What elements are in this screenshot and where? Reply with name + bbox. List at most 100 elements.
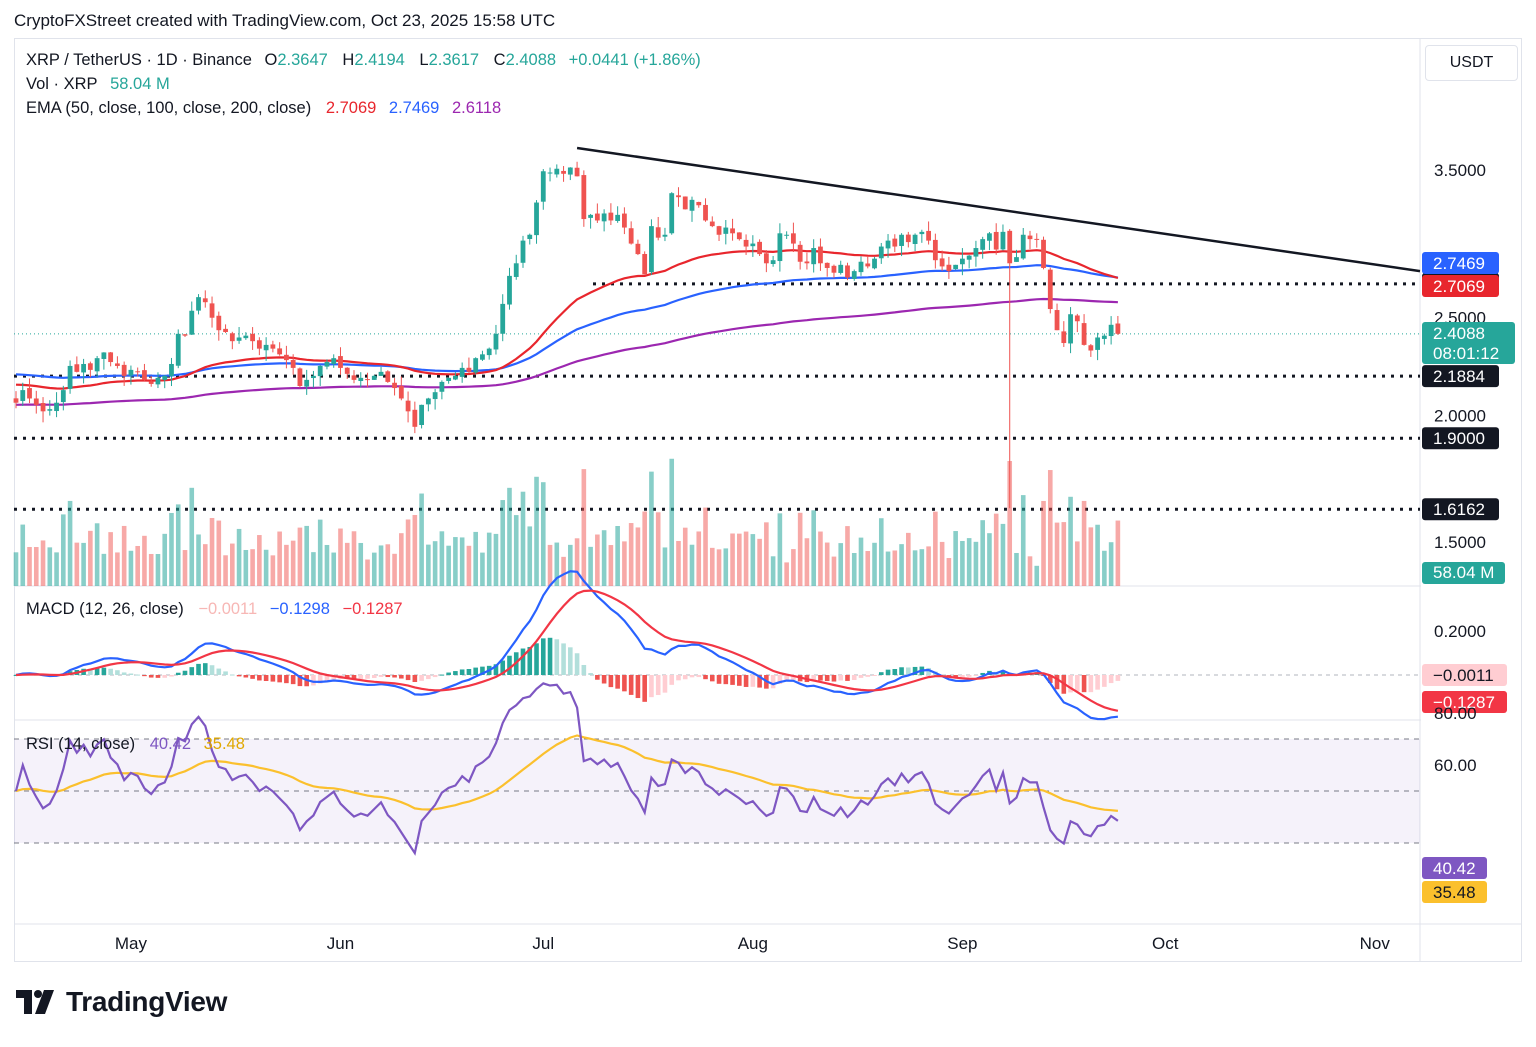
volume-bar bbox=[926, 546, 931, 586]
candle-body bbox=[142, 370, 147, 380]
chart-header: CryptoFXStreet created with TradingView.… bbox=[14, 11, 556, 30]
candle-body bbox=[905, 234, 911, 243]
volume-bar bbox=[939, 541, 945, 586]
candle-body bbox=[1034, 238, 1040, 240]
macd-histogram-bar bbox=[662, 675, 668, 693]
candle-body bbox=[27, 388, 32, 399]
candle-body bbox=[1068, 314, 1073, 344]
volume-bar bbox=[108, 532, 113, 586]
macd-histogram-bar bbox=[770, 675, 776, 689]
macd-histogram-bar bbox=[615, 675, 620, 689]
tradingview-logo[interactable]: TradingView bbox=[16, 986, 227, 1018]
macd-histogram-bar bbox=[94, 668, 100, 675]
volume-bar bbox=[331, 552, 337, 586]
volume-bar bbox=[1102, 550, 1107, 586]
legend-vol-label[interactable]: Vol · XRP bbox=[26, 75, 98, 93]
candle-body bbox=[926, 230, 931, 241]
macd-histogram-bar bbox=[716, 675, 722, 684]
macd-histogram-bar bbox=[142, 675, 147, 677]
macd-histogram-bar bbox=[885, 669, 891, 675]
candle-body bbox=[865, 263, 871, 267]
macd-histogram-bar bbox=[385, 675, 391, 678]
macd-histogram-bar bbox=[973, 675, 979, 676]
candle-body bbox=[520, 240, 526, 263]
candle-body bbox=[425, 398, 431, 405]
candle-body bbox=[148, 381, 154, 384]
price-axis-tick: 3.5000 bbox=[1434, 161, 1486, 180]
volume-bar bbox=[628, 523, 634, 586]
candle-body bbox=[1108, 324, 1114, 337]
volume-bar bbox=[1014, 552, 1019, 586]
candle-body bbox=[304, 379, 310, 387]
volume-bar bbox=[1088, 527, 1094, 586]
candle-body bbox=[236, 337, 242, 341]
candle-body bbox=[655, 227, 661, 238]
candle-body bbox=[33, 398, 39, 405]
rsi-ma-badge: 35.48 bbox=[1433, 883, 1476, 902]
volume-bar bbox=[54, 552, 59, 586]
candle-body bbox=[243, 335, 249, 339]
volume-bar bbox=[81, 542, 86, 586]
candle-body bbox=[770, 260, 776, 264]
volume-bar bbox=[216, 520, 222, 586]
volume-bar bbox=[655, 512, 661, 586]
volume-bar bbox=[338, 528, 343, 586]
volume-bar bbox=[351, 531, 357, 586]
tradingview-logo-text: TradingView bbox=[66, 986, 228, 1017]
macd-histogram-bar bbox=[344, 675, 350, 679]
volume-bar bbox=[615, 526, 620, 586]
candle-body bbox=[189, 310, 195, 335]
macd-histogram-bar bbox=[676, 675, 681, 681]
descending-trendline bbox=[576, 146, 1421, 273]
volume-bar bbox=[811, 510, 816, 586]
candle-body bbox=[885, 240, 891, 249]
macd-histogram-bar bbox=[412, 675, 418, 683]
macd-histogram-bar bbox=[236, 675, 242, 677]
candle-body bbox=[480, 354, 485, 360]
candle-body bbox=[818, 246, 823, 264]
macd-histogram-bar bbox=[689, 675, 695, 678]
volume-bar bbox=[595, 534, 600, 586]
legend-rsi-label[interactable]: RSI (14, close) bbox=[26, 735, 136, 753]
volume-bar bbox=[709, 547, 715, 586]
macd-histogram-bar bbox=[845, 675, 850, 681]
candle-body bbox=[324, 362, 330, 367]
price-axis-tick: 1.5000 bbox=[1434, 533, 1486, 552]
candle-body bbox=[554, 168, 560, 175]
volume-bar bbox=[358, 542, 364, 586]
candle-body bbox=[311, 375, 316, 379]
volume-bar bbox=[1041, 500, 1046, 586]
macd-histogram-bar bbox=[527, 646, 533, 675]
macd-histogram-bar bbox=[209, 665, 215, 675]
volume-bar bbox=[196, 534, 201, 586]
macd-histogram-bar bbox=[473, 667, 478, 675]
candle-body bbox=[216, 315, 222, 331]
candle-body bbox=[757, 241, 762, 255]
volume-bar bbox=[892, 550, 898, 586]
time-axis-label: Aug bbox=[738, 934, 768, 953]
candle-body bbox=[20, 390, 26, 401]
macd-histogram-bar bbox=[162, 675, 168, 678]
macd-histogram-bar bbox=[669, 675, 675, 685]
legend-symbol[interactable]: XRP / TetherUS · 1D · Binance bbox=[26, 51, 252, 69]
macd-line bbox=[15, 570, 1119, 721]
candle-body bbox=[419, 404, 424, 425]
candle-body bbox=[946, 264, 952, 272]
legend-change: +0.0441 (+1.86%) bbox=[568, 51, 701, 69]
candle-body bbox=[277, 348, 283, 355]
volume-bar bbox=[446, 545, 451, 586]
candle-body bbox=[40, 403, 46, 412]
currency-button[interactable]: USDT bbox=[1425, 45, 1518, 81]
macd-histogram-bar bbox=[169, 675, 174, 677]
volume-bar bbox=[175, 504, 181, 586]
volume-bar bbox=[466, 545, 472, 586]
volume-bar bbox=[135, 545, 140, 586]
time-axis-label: Jul bbox=[532, 934, 554, 953]
legend-macd-label[interactable]: MACD (12, 26, close) bbox=[26, 600, 184, 618]
candle-body bbox=[371, 375, 377, 380]
volume-bar bbox=[588, 546, 593, 586]
candle-body bbox=[878, 246, 884, 259]
volume-bar bbox=[405, 519, 411, 586]
legend-ema-label[interactable]: EMA (50, close, 100, close, 200, close) bbox=[26, 99, 312, 117]
